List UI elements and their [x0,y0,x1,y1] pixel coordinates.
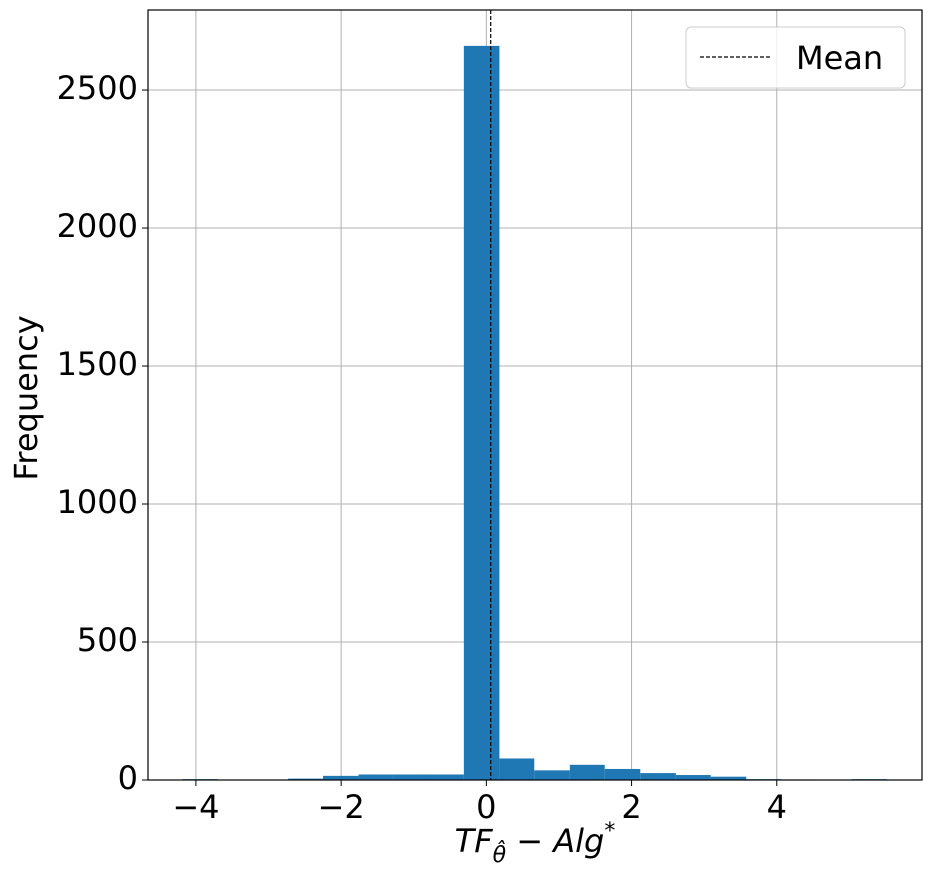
bar [569,764,605,780]
y-tick-label: 2500 [57,69,138,107]
x-label-part: − Alg [506,822,604,860]
bar [640,773,676,780]
bar [499,758,535,780]
x-label-part: θ̂ [493,841,507,868]
x-tick-label: −4 [172,788,219,826]
bar [358,774,394,780]
x-label-part: * [604,819,615,844]
legend-label: Mean [796,39,883,77]
bar [604,768,641,780]
x-tick-label: −2 [318,788,365,826]
bar [463,45,500,781]
y-tick-label: 1500 [57,345,138,383]
x-axis-label: TFθ̂ − Alg* [455,819,616,868]
y-axis-label: Frequency [7,315,45,480]
bar [322,775,359,780]
bar [393,774,429,780]
bar [288,778,323,780]
bar [428,774,464,780]
x-label-part: TF [455,822,494,860]
y-tick-label: 500 [77,621,138,659]
bar [710,776,747,780]
y-tick-label: 0 [118,759,138,797]
y-tick-label: 1000 [57,483,138,521]
legend-box [685,26,906,89]
x-tick-label: 2 [621,788,641,826]
bar [534,770,570,780]
frame [147,9,923,781]
bar [675,775,711,780]
y-tick-label: 2000 [57,207,138,245]
x-tick-label: 0 [476,788,496,826]
x-tick-label: 4 [767,788,787,826]
